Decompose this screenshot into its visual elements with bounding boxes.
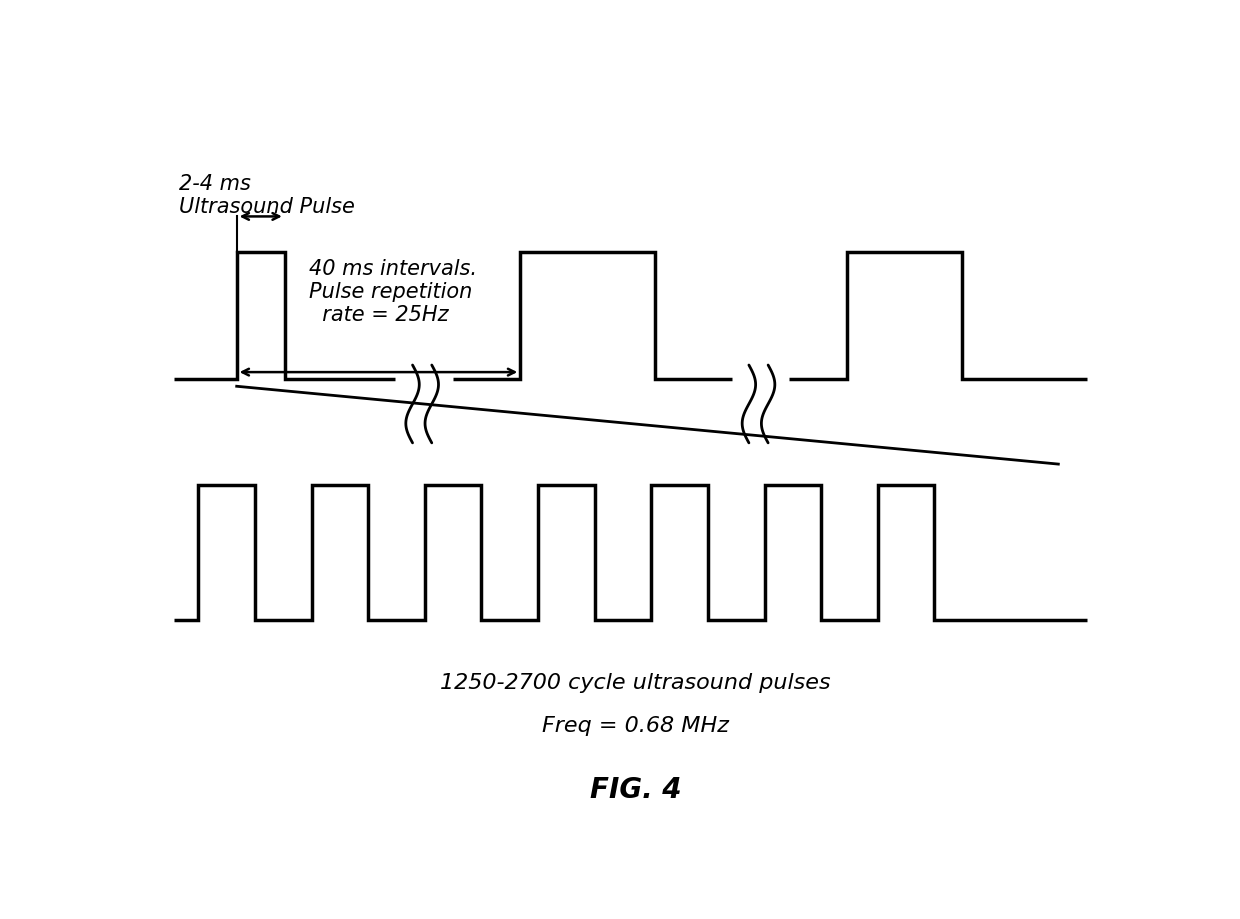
Text: Freq = 0.68 MHz: Freq = 0.68 MHz xyxy=(542,716,729,736)
Text: 40 ms intervals.
Pulse repetition
  rate = 25Hz: 40 ms intervals. Pulse repetition rate =… xyxy=(309,259,476,325)
Text: 2-4 ms
Ultrasound Pulse: 2-4 ms Ultrasound Pulse xyxy=(179,174,355,217)
Text: FIG. 4: FIG. 4 xyxy=(590,776,681,803)
Text: 1250-2700 cycle ultrasound pulses: 1250-2700 cycle ultrasound pulses xyxy=(440,674,831,694)
